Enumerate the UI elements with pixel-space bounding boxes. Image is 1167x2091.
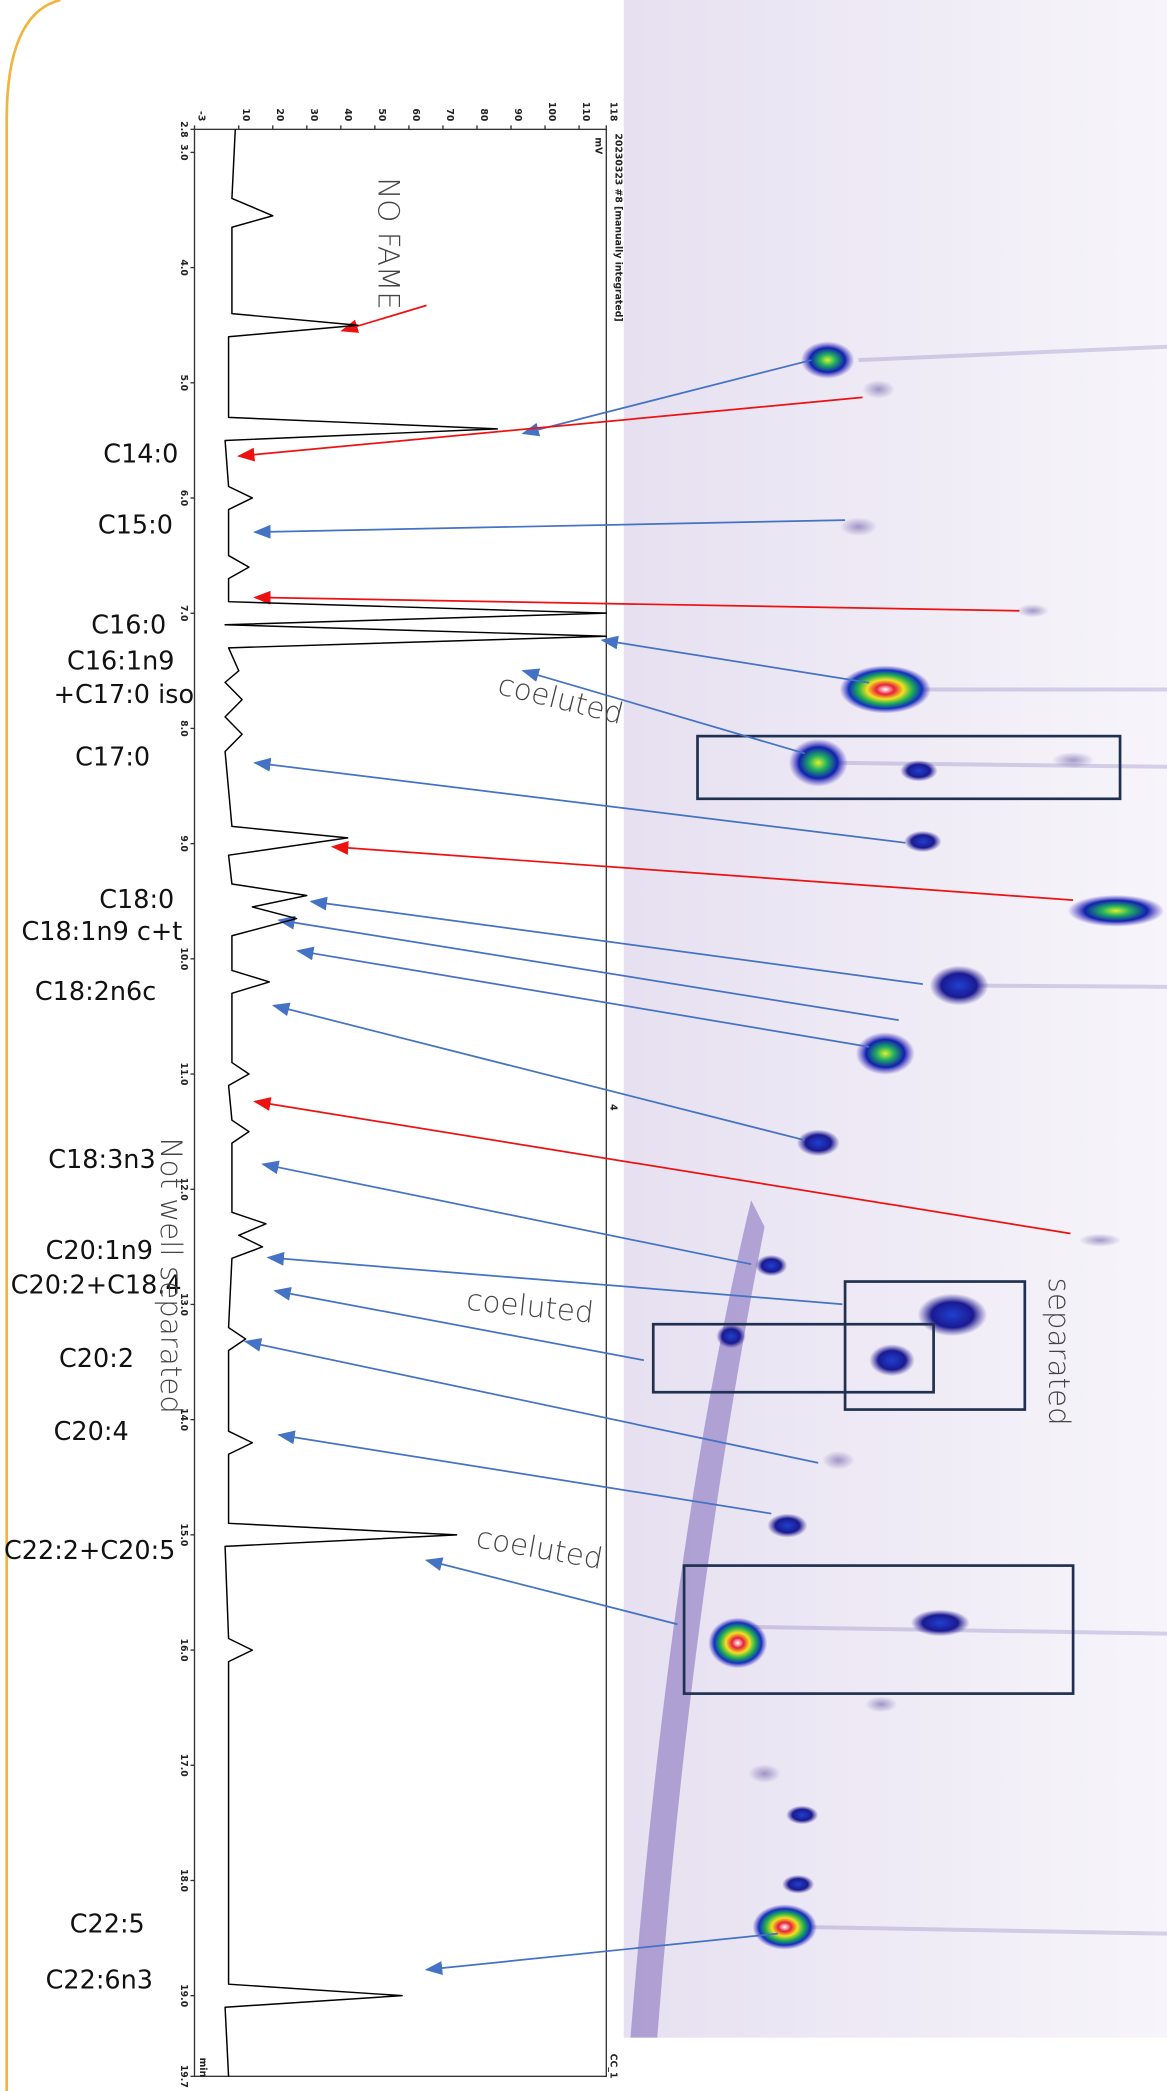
arrow	[253, 519, 846, 539]
peak-label: C16:1n9	[67, 646, 174, 676]
highlight-boxes	[651, 734, 1122, 1695]
arrow	[277, 915, 899, 1022]
side-label: 4	[607, 1104, 618, 1111]
arrow	[253, 590, 1020, 612]
peak-label: C22:6n3	[46, 1964, 153, 1994]
y-tick-label: 100	[546, 102, 557, 122]
peak-label: C20:1n9	[46, 1235, 153, 1265]
arrow	[330, 841, 1074, 902]
x-tick-label: 11.0	[178, 1063, 189, 1087]
arrows	[237, 304, 1074, 1975]
arrow	[521, 668, 806, 755]
x-tick-label: 17.0	[178, 1754, 189, 1778]
y-tick-label: 80	[478, 108, 489, 121]
x-tick-label: 19.0	[178, 1984, 189, 2008]
x-tick-label: 2.8	[178, 121, 189, 138]
side-label: CC_1	[607, 2054, 618, 2079]
y-tick-label: 40	[342, 108, 353, 121]
x-tick-label: 5.0	[178, 375, 189, 392]
peak-label: C16:0	[91, 610, 166, 640]
x-tick-label: 18.0	[178, 1869, 189, 1893]
peak-label: C20:4	[54, 1416, 129, 1446]
arrow	[271, 1002, 806, 1142]
plot-frame	[193, 128, 607, 2077]
x-tick-label: 14.0	[178, 1408, 189, 1432]
arrow	[296, 946, 870, 1048]
peak-label: C18:1n9 c+t	[21, 916, 182, 946]
arrow	[521, 359, 812, 437]
peak-label: C22:5	[70, 1908, 145, 1938]
y-tick-label: 10	[240, 108, 251, 121]
y-tick-label: 90	[512, 108, 523, 121]
y-tick-label: 30	[308, 108, 319, 121]
annotation: separated	[1042, 1278, 1076, 1426]
x-axis-label: min	[197, 2058, 208, 2078]
chart-title: 20230323 #8 [manually integrated]	[613, 133, 624, 321]
arrow	[277, 1430, 772, 1515]
annotation: Not well separated	[154, 1138, 188, 1414]
peak-label: C22:2+C20:5	[4, 1535, 175, 1565]
x-tick-label: 10.0	[178, 947, 189, 971]
y-tick-label: 110	[580, 102, 591, 122]
y-tick-label: -3	[196, 111, 207, 121]
arrow	[424, 1932, 779, 1975]
annotation: NO FAME	[371, 177, 405, 309]
arrow	[266, 1251, 843, 1306]
arrow	[261, 1160, 752, 1266]
arrow	[340, 304, 427, 333]
peak-label: C15:0	[98, 509, 173, 539]
peak-label: C18:0	[99, 884, 174, 914]
y-tick-label: 70	[444, 108, 455, 121]
x-tick-label: 16.0	[178, 1639, 189, 1663]
chromatogram-trace	[224, 129, 608, 2077]
peak-label: C14:0	[103, 439, 178, 469]
peak-label: C18:2n6c	[35, 976, 156, 1006]
frame-border	[5, 0, 61, 2091]
arrow	[237, 396, 863, 462]
arrow	[600, 635, 870, 684]
arrow	[253, 1097, 1071, 1235]
arrow	[273, 1286, 645, 1362]
x-tick-label: 7.0	[178, 605, 189, 622]
peak-label: C18:3n3	[48, 1144, 155, 1174]
peak-label: C20:2+C18.4	[11, 1270, 182, 1300]
x-tick-label: 8.0	[178, 720, 189, 737]
x-tick-label: 4.0	[178, 259, 189, 276]
y-tick-label: 20	[274, 108, 285, 121]
peak-label: C20:2	[59, 1343, 134, 1373]
x-tick-label: 9.0	[178, 835, 189, 852]
x-tick-label: 12.0	[178, 1178, 189, 1202]
y-axis-label: mV	[593, 137, 604, 155]
y-tick-label: 50	[376, 108, 387, 121]
y-tick-label: 60	[410, 108, 421, 121]
arrow	[253, 757, 906, 844]
x-tick-label: 3.0	[178, 144, 189, 161]
y-tick-label: 118	[607, 102, 618, 121]
x-tick-label: 19.7	[178, 2065, 189, 2088]
peak-label: C17:0	[75, 742, 150, 772]
gcxgc-image	[623, 0, 1167, 2038]
peak-label: +C17:0 iso	[54, 679, 194, 709]
x-tick-label: 6.0	[178, 490, 189, 507]
arrow	[243, 1338, 819, 1464]
arrow	[309, 896, 923, 986]
arrow	[424, 1557, 678, 1626]
x-tick-label: 15.0	[178, 1523, 189, 1547]
x-tick-label: 13.0	[178, 1293, 189, 1317]
